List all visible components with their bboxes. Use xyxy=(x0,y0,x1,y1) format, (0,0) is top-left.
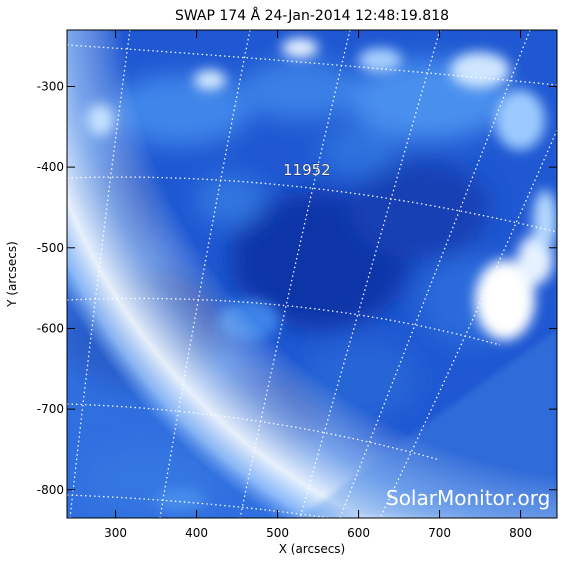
x-tick-label: 500 xyxy=(266,526,289,540)
y-tick-label: -400 xyxy=(37,160,64,174)
watermark-logo: SolarMonitor.org xyxy=(386,486,550,510)
active-region-label: 11952 xyxy=(283,161,331,179)
x-tick-label: 300 xyxy=(104,526,127,540)
y-tick-label: -700 xyxy=(37,402,64,416)
heliographic-grid xyxy=(67,30,557,518)
x-tick-label: 700 xyxy=(428,526,451,540)
y-axis: -300 -400 -500 -600 -700 -800 xyxy=(37,79,557,497)
x-tick-label: 400 xyxy=(185,526,208,540)
y-tick-label: -600 xyxy=(37,321,64,335)
plot-frame xyxy=(66,29,558,519)
x-axis: 300 400 500 600 700 800 xyxy=(104,30,532,540)
x-axis-title: X (arcsecs) xyxy=(279,542,346,556)
x-tick-label: 600 xyxy=(347,526,370,540)
x-tick-label: 800 xyxy=(509,526,532,540)
plot-title: SWAP 174 Å 24-Jan-2014 12:48:19.818 xyxy=(175,7,449,24)
solar-image: 11952 xyxy=(67,30,557,518)
y-tick-label: -300 xyxy=(37,79,64,93)
y-tick-label: -500 xyxy=(37,241,64,255)
y-axis-title: Y (arcsecs) xyxy=(5,241,19,308)
y-tick-label: -800 xyxy=(37,483,64,497)
